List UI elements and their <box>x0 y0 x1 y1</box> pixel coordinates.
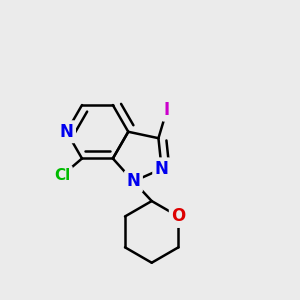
Text: N: N <box>127 172 140 190</box>
Text: N: N <box>155 160 169 178</box>
Text: I: I <box>164 101 170 119</box>
Text: N: N <box>60 123 74 141</box>
Text: O: O <box>171 208 186 226</box>
Text: Cl: Cl <box>54 168 70 183</box>
